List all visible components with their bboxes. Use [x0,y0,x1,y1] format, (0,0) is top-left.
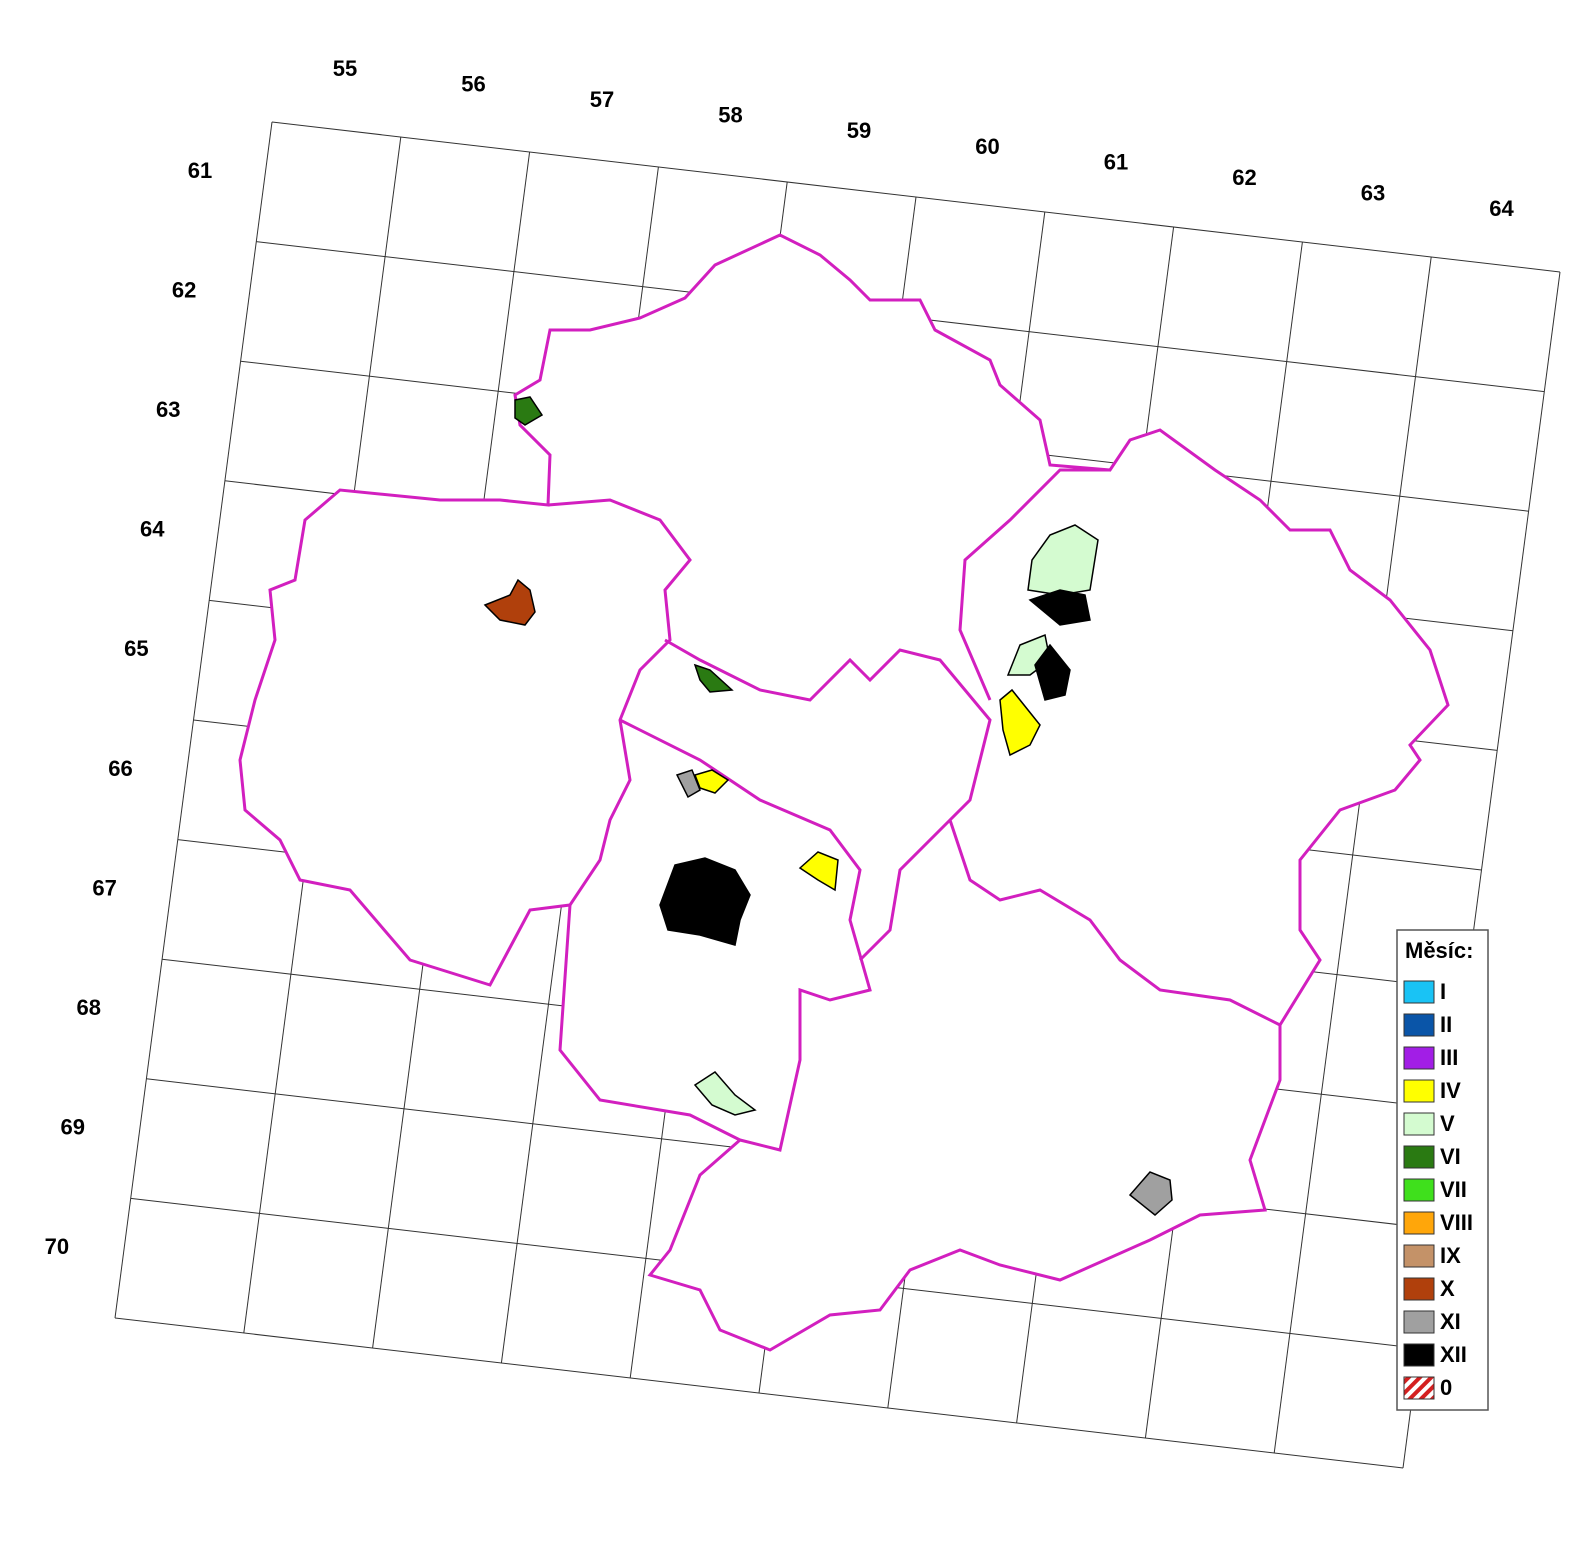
legend-swatch [1403,1244,1435,1268]
row-label: 65 [124,636,148,661]
row-label: 70 [45,1234,69,1259]
column-label: 56 [461,71,485,96]
row-label: 66 [108,756,132,781]
region [238,233,1450,1352]
legend-swatch [1403,1079,1435,1103]
district [675,769,701,799]
district [1128,1171,1173,1216]
district [1034,643,1071,701]
region-outline [238,233,1450,1352]
row-label: 61 [188,158,212,183]
legend-label: IV [1440,1078,1461,1103]
legend-swatch [1403,1310,1435,1334]
legend-label: 0 [1440,1375,1452,1400]
column-label: 57 [590,87,614,112]
legend-label: XII [1440,1342,1467,1367]
legend-swatch [1403,980,1435,1004]
column-label: 61 [1104,149,1128,174]
column-label: 58 [718,103,742,128]
legend-swatch [1403,1376,1435,1400]
district [693,663,734,693]
legend-swatch [1403,1211,1435,1235]
column-label: 59 [847,118,871,143]
district [694,769,730,794]
legend-swatch [1403,1343,1435,1367]
district [693,1071,757,1116]
row-label: 64 [140,517,165,542]
district [659,857,751,946]
column-label: 55 [333,56,357,81]
grid-line [271,121,1561,273]
column-label: 62 [1232,165,1256,190]
legend-label: III [1440,1045,1458,1070]
legend-swatch [1403,1013,1435,1037]
legend-label: X [1440,1276,1455,1301]
legend-swatch [1403,1112,1435,1136]
legend-label: XI [1440,1309,1461,1334]
legend-swatch [1403,1277,1435,1301]
legend-swatch [1403,1178,1435,1202]
district [514,396,544,426]
row-label: 62 [172,277,196,302]
row-label: 69 [61,1115,85,1140]
column-label: 63 [1361,181,1385,206]
legend-swatch [1403,1046,1435,1070]
legend-label: V [1440,1111,1455,1136]
district [1028,589,1091,626]
district-patches [483,396,1173,1216]
column-label: 60 [975,134,999,159]
grid-labels: 55 56 57 58 59 60 61 62 63 64 61 62 63 64 65 66 67 68 69 70 [45,56,1515,1259]
row-label: 67 [92,875,116,900]
legend-label: IX [1440,1243,1461,1268]
district-border [547,468,1281,1152]
legend-title: Měsíc: [1405,938,1473,963]
legend-label: VII [1440,1177,1467,1202]
district [999,688,1041,757]
row-label: 68 [76,995,100,1020]
column-label: 64 [1489,196,1514,221]
legend-label: II [1440,1012,1452,1037]
legend-label: VIII [1440,1210,1473,1235]
legend-swatch [1403,1145,1435,1169]
grid-line [114,1317,1404,1469]
legend-label: I [1440,979,1446,1004]
district [798,851,839,892]
district [483,578,536,626]
legend-label: VI [1440,1144,1461,1169]
row-label: 63 [156,397,180,422]
